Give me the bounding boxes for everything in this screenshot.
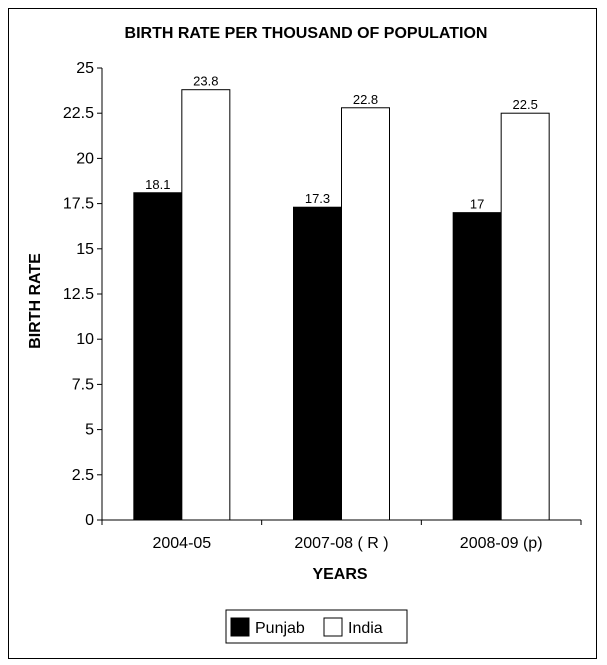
bar-punjab-2 <box>452 212 502 521</box>
data-label-group: 18.1 23.8 17.3 22.8 17 22.5 <box>145 74 538 212</box>
legend-swatch-india <box>323 617 343 637</box>
legend-swatch-punjab <box>230 617 250 637</box>
legend-label-punjab: Punjab <box>255 620 305 637</box>
data-label-india-0: 23.8 <box>193 74 218 89</box>
y-tick-label: 0 <box>85 512 94 529</box>
bar-india-2 <box>500 112 550 521</box>
y-tick-label: 25 <box>76 60 94 77</box>
bar-punjab-1 <box>293 206 342 521</box>
y-tick-label: 2.5 <box>72 467 94 484</box>
x-axis-label: YEARS <box>312 566 367 583</box>
legend-label-india: India <box>348 620 383 637</box>
bar-india-1 <box>341 107 390 521</box>
bar-group <box>133 89 550 521</box>
y-tick-label: 7.5 <box>72 376 94 393</box>
data-label-india-2: 22.5 <box>513 97 538 112</box>
y-axis-ticks: 0 2.5 5 7.5 10 12.5 15 17.5 20 22.5 25 <box>63 60 102 529</box>
data-label-india-1: 22.8 <box>353 92 378 107</box>
bar-india-0 <box>181 89 231 521</box>
y-tick-label: 22.5 <box>63 105 94 122</box>
x-axis-ticks: 2004-05 2007-08 ( R ) 2008-09 (p) <box>101 520 582 552</box>
data-label-punjab-0: 18.1 <box>145 177 170 192</box>
x-tick-label: 2004-05 <box>152 535 211 552</box>
y-tick-label: 17.5 <box>63 196 94 213</box>
bar-punjab-0 <box>133 192 183 521</box>
x-tick-label: 2008-09 (p) <box>460 535 543 552</box>
legend-box <box>225 609 408 644</box>
data-label-punjab-2: 17 <box>470 197 484 212</box>
x-tick-label: 2007-08 ( R ) <box>294 535 388 552</box>
y-tick-label: 5 <box>85 422 94 439</box>
legend: Punjab India <box>225 609 408 644</box>
data-label-punjab-1: 17.3 <box>305 191 330 206</box>
y-tick-label: 15 <box>76 241 94 258</box>
y-tick-label: 20 <box>76 150 94 167</box>
chart-frame: BIRTH RATE PER THOUSAND OF POPULATION BI… <box>8 8 597 659</box>
y-tick-label: 12.5 <box>63 286 94 303</box>
y-tick-label: 10 <box>76 331 94 348</box>
birth-rate-chart: BIRTH RATE PER THOUSAND OF POPULATION BI… <box>27 25 582 644</box>
chart-title: BIRTH RATE PER THOUSAND OF POPULATION <box>125 25 488 42</box>
y-axis-label: BIRTH RATE <box>27 253 44 349</box>
